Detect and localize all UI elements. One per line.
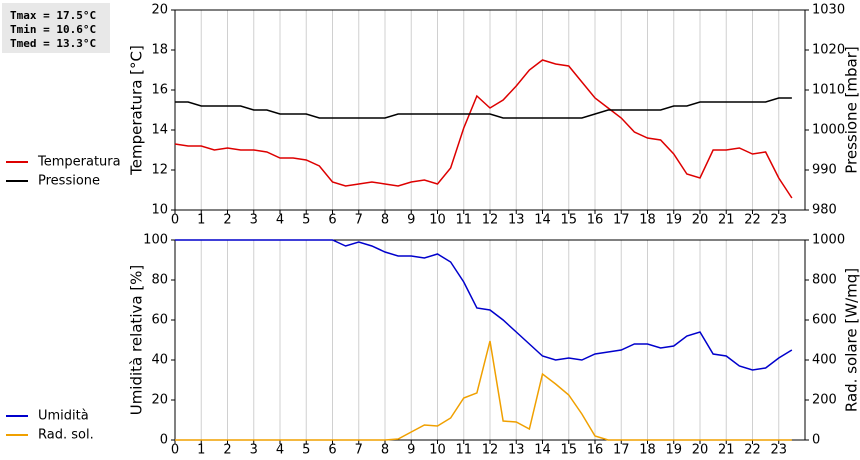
legend-label: Temperatura bbox=[37, 155, 121, 170]
legend-label: Pressione bbox=[38, 174, 100, 189]
x-tick-label: 0 bbox=[171, 213, 179, 228]
x-tick-label: 11 bbox=[455, 443, 472, 458]
x-tick-label: 1 bbox=[197, 213, 205, 228]
y-tick-label: 40 bbox=[151, 353, 168, 368]
y2-tick-label: 0 bbox=[812, 433, 820, 448]
x-tick-label: 5 bbox=[302, 443, 310, 458]
y2-tick-label: 800 bbox=[812, 273, 837, 288]
y2-tick-label: 200 bbox=[812, 393, 837, 408]
y-axis-label: Temperatura [°C] bbox=[128, 45, 146, 176]
series-line bbox=[175, 239, 793, 371]
x-tick-label: 3 bbox=[250, 213, 258, 228]
x-tick-label: 17 bbox=[613, 443, 630, 458]
x-tick-label: 15 bbox=[560, 213, 577, 228]
stats-box bbox=[2, 3, 110, 53]
y-tick-label: 0 bbox=[160, 433, 168, 448]
y-tick-label: 18 bbox=[151, 43, 168, 58]
x-tick-label: 21 bbox=[718, 213, 735, 228]
x-tick-label: 23 bbox=[770, 443, 787, 458]
x-tick-label: 6 bbox=[328, 443, 336, 458]
x-tick-label: 20 bbox=[692, 443, 709, 458]
series-line bbox=[175, 340, 792, 441]
y2-axis-label: Rad. solare [W/mq] bbox=[843, 268, 860, 412]
y2-axis-label: Pressione [mbar] bbox=[843, 46, 860, 174]
y2-tick-label: 980 bbox=[812, 203, 837, 218]
x-tick-label: 4 bbox=[276, 213, 284, 228]
x-tick-label: 3 bbox=[250, 443, 258, 458]
x-tick-label: 18 bbox=[639, 443, 656, 458]
x-tick-label: 5 bbox=[302, 213, 310, 228]
x-tick-label: 2 bbox=[223, 443, 231, 458]
x-tick-label: 10 bbox=[429, 213, 446, 228]
stat-tmax: Tmax = 17.5°C bbox=[10, 9, 96, 22]
x-tick-label: 16 bbox=[587, 443, 604, 458]
x-tick-label: 20 bbox=[692, 213, 709, 228]
x-tick-label: 19 bbox=[665, 213, 682, 228]
plot-frame bbox=[174, 9, 806, 211]
x-tick-label: 0 bbox=[171, 443, 179, 458]
x-tick-label: 21 bbox=[718, 443, 735, 458]
x-tick-label: 17 bbox=[613, 213, 630, 228]
x-tick-label: 9 bbox=[407, 213, 415, 228]
x-tick-label: 6 bbox=[328, 213, 336, 228]
x-tick-label: 10 bbox=[429, 443, 446, 458]
x-tick-label: 7 bbox=[355, 443, 363, 458]
x-tick-label: 19 bbox=[665, 443, 682, 458]
x-tick-label: 14 bbox=[534, 213, 551, 228]
plot-frame bbox=[174, 239, 806, 441]
x-tick-label: 23 bbox=[770, 213, 787, 228]
stat-tmin: Tmin = 10.6°C bbox=[10, 23, 96, 36]
y2-tick-label: 990 bbox=[812, 163, 837, 178]
y-tick-label: 20 bbox=[151, 3, 168, 18]
x-tick-label: 4 bbox=[276, 443, 284, 458]
x-tick-label: 12 bbox=[482, 213, 499, 228]
y-tick-label: 12 bbox=[151, 163, 168, 178]
x-tick-label: 22 bbox=[744, 443, 761, 458]
y-tick-label: 10 bbox=[151, 203, 168, 218]
x-tick-label: 1 bbox=[197, 443, 205, 458]
x-tick-label: 13 bbox=[508, 213, 525, 228]
x-tick-label: 18 bbox=[639, 213, 656, 228]
x-tick-label: 2 bbox=[223, 213, 231, 228]
y2-tick-label: 1030 bbox=[812, 3, 845, 18]
y2-tick-label: 400 bbox=[812, 353, 837, 368]
y-tick-label: 80 bbox=[151, 273, 168, 288]
x-tick-label: 7 bbox=[355, 213, 363, 228]
y-tick-label: 16 bbox=[151, 83, 168, 98]
legend-label: Umidità bbox=[38, 409, 89, 424]
series-line bbox=[175, 97, 792, 119]
y2-tick-label: 1010 bbox=[812, 83, 845, 98]
legend-label: Rad. sol. bbox=[38, 428, 94, 443]
x-tick-label: 13 bbox=[508, 443, 525, 458]
x-tick-label: 15 bbox=[560, 443, 577, 458]
x-tick-label: 11 bbox=[455, 213, 472, 228]
x-tick-label: 22 bbox=[744, 213, 761, 228]
x-tick-label: 8 bbox=[381, 443, 389, 458]
y2-tick-label: 600 bbox=[812, 313, 837, 328]
y-tick-label: 14 bbox=[151, 123, 168, 138]
series-line bbox=[174, 59, 793, 199]
y-axis-label: Umidità relativa [%] bbox=[128, 265, 146, 416]
x-tick-label: 14 bbox=[534, 443, 551, 458]
x-tick-label: 9 bbox=[407, 443, 415, 458]
x-tick-label: 16 bbox=[587, 213, 604, 228]
stat-tmed: Tmed = 13.3°C bbox=[10, 37, 96, 50]
y2-tick-label: 1020 bbox=[812, 43, 845, 58]
y2-tick-label: 1000 bbox=[812, 123, 845, 138]
x-tick-label: 8 bbox=[381, 213, 389, 228]
y-tick-label: 100 bbox=[143, 233, 168, 248]
x-tick-label: 12 bbox=[482, 443, 499, 458]
y-tick-label: 20 bbox=[151, 393, 168, 408]
y2-tick-label: 1000 bbox=[812, 233, 845, 248]
y-tick-label: 60 bbox=[151, 313, 168, 328]
